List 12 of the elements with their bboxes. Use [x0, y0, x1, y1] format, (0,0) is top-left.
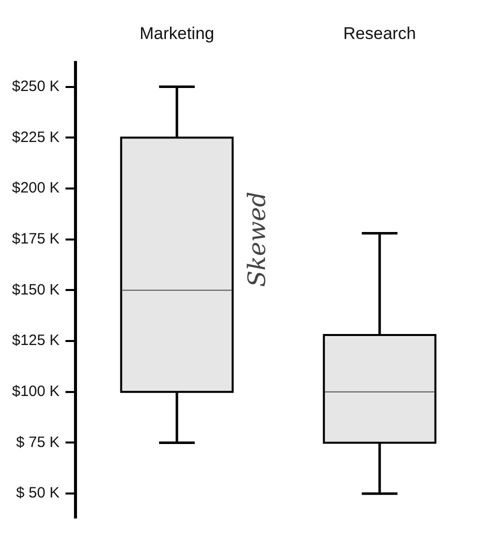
y-tick-label: $200 K	[12, 180, 60, 197]
y-tick-label: $100 K	[12, 383, 60, 400]
annotation: Skewed	[242, 192, 271, 287]
y-tick-label: $ 50 K	[16, 484, 60, 502]
x-tick-label: Marketing	[140, 24, 214, 43]
y-tick-label: $225 K	[12, 128, 60, 146]
x-tick-label: Research	[343, 24, 416, 43]
y-tick-label: $175 K	[12, 230, 60, 248]
y-tick-label: $150 K	[12, 281, 60, 298]
y-tick-label: $125 K	[12, 332, 60, 350]
y-tick-label: $ 75 K	[16, 434, 60, 451]
y-tick-label: $250 K	[12, 78, 60, 95]
